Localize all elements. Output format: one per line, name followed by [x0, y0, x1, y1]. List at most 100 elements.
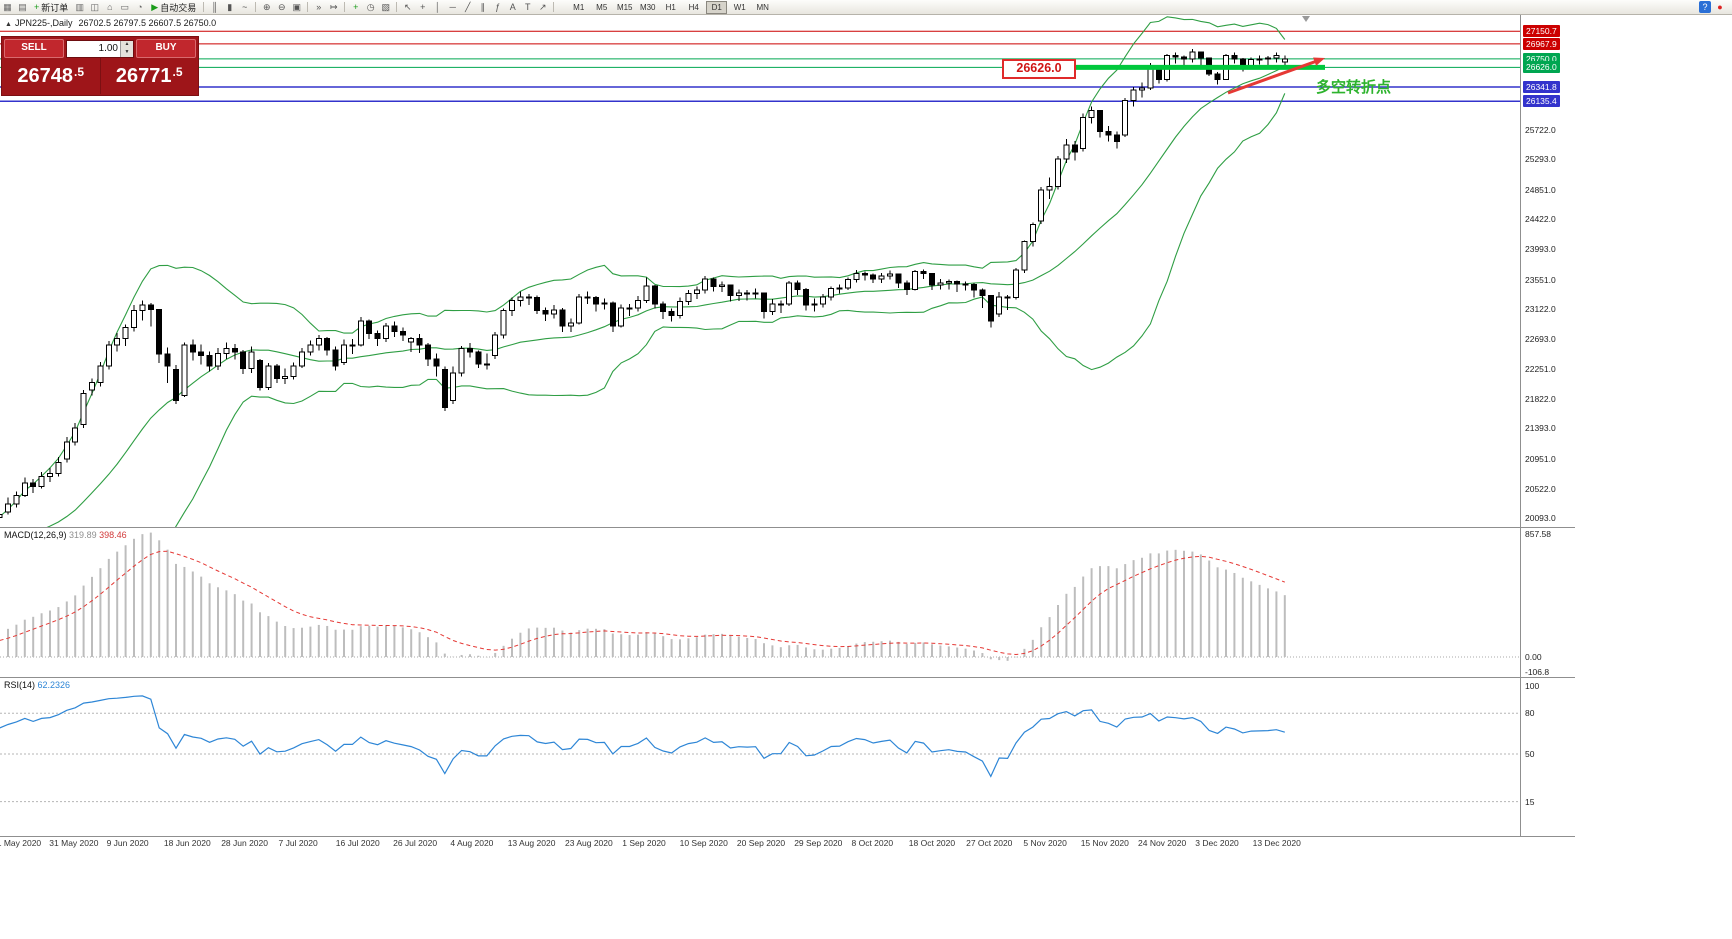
macd-pane[interactable] [0, 527, 1520, 677]
candle-body [836, 287, 843, 290]
auto-scroll-icon[interactable]: » [312, 1, 325, 13]
sell-price[interactable]: 26748.5 [2, 58, 100, 94]
timeframe-h4-button[interactable]: H4 [688, 2, 699, 12]
vertical-line-icon[interactable]: │ [431, 1, 444, 13]
periods-icon[interactable]: ◷ [364, 1, 377, 13]
timeframe-m1-button[interactable]: M1 [573, 2, 585, 12]
price-tick: 23122.0 [1525, 304, 1556, 315]
annotations-layer[interactable] [1072, 57, 1325, 95]
toolbar-icons: ▦ ▤ + 新订单 ▥ ◫ ⌂ ▭ ◔ ▶ 自动交易 ║ ▮ ~ ⊕ ⊖ ▣» ↦ + ◷ ▧ ↖ + │ ─ ╱ ∥ ƒ A T ↗ [0, 1, 557, 13]
volume-value[interactable]: 1.00 [98, 43, 118, 54]
toolbar-separator [553, 2, 555, 12]
text-label-icon[interactable]: T [521, 1, 534, 13]
candle-body [80, 393, 87, 426]
chart-profiles-icon[interactable]: ▤ [16, 1, 29, 13]
volume-up-button[interactable]: ▲ [124, 40, 130, 47]
candle-body [635, 299, 641, 309]
turning-point-annotation[interactable]: 多空转折点 [1316, 79, 1392, 96]
pane-separator[interactable] [0, 527, 1575, 528]
chart-shift-icon[interactable]: ↦ [327, 1, 340, 13]
timeframe-m15-button[interactable]: M15 [616, 2, 633, 12]
price-tick: 23551.0 [1525, 274, 1556, 285]
fibonacci-icon[interactable]: ƒ [491, 1, 504, 13]
price-badge: 26967.9 [1523, 37, 1560, 50]
trend-arrow-shaft [1227, 60, 1316, 95]
rsi-pane[interactable] [0, 677, 1520, 836]
chart-shift-marker[interactable] [1302, 16, 1310, 22]
templates-icon[interactable]: ▧ [379, 1, 392, 13]
candle-body [1189, 51, 1196, 60]
notification-icon[interactable]: ● [1717, 2, 1723, 12]
arrows-icon[interactable]: ↗ [536, 1, 549, 13]
trendline-icon[interactable]: ╱ [461, 1, 474, 13]
strategy-tester-icon[interactable]: ◔ [133, 1, 146, 13]
new-order-button[interactable]: + 新订单 [30, 1, 72, 13]
volume-input[interactable]: 1.00 ▲ ▼ [66, 39, 134, 58]
data-window-icon[interactable]: ◫ [88, 1, 101, 13]
volume-down-button[interactable]: ▼ [124, 48, 130, 55]
candle-body [206, 355, 213, 367]
horizontal-line-icon[interactable]: ─ [446, 1, 459, 13]
indicators-icon[interactable]: + [349, 1, 362, 13]
bar-chart-icon[interactable]: ║ [208, 1, 221, 13]
candle-body [483, 363, 490, 366]
timeframe-d1-button[interactable]: D1 [706, 0, 728, 14]
price-badge: 27150.7 [1523, 25, 1560, 38]
sell-button[interactable]: SELL [4, 39, 64, 58]
candle-body [1113, 134, 1120, 143]
text-icon[interactable]: A [506, 1, 519, 13]
tile-windows-icon[interactable]: ▣ [290, 1, 303, 13]
candle-body [307, 344, 314, 353]
date-label: 7 Jul 2020 [278, 838, 318, 848]
data-window-icon: ◫ [90, 2, 100, 12]
date-label: 26 Jul 2020 [393, 838, 438, 848]
one-click-trading-panel: SELL 1.00 ▲ ▼ BUY 26748.5 26771.5 [1, 36, 199, 96]
timeframe-h1-button[interactable]: H1 [665, 2, 676, 12]
candle-body [114, 337, 121, 346]
candle-body [399, 330, 406, 336]
cursor-icon[interactable]: ↖ [401, 1, 414, 13]
toolbar-separator [307, 2, 309, 12]
toolbar: ▦ ▤ + 新订单 ▥ ◫ ⌂ ▭ ◔ ▶ 自动交易 ║ ▮ ~ ⊕ ⊖ ▣» ↦ + ◷ ▧ ↖ + │ ─ ╱ ∥ ƒ A T ↗ M1… [0, 0, 1732, 15]
candle-body [1097, 110, 1103, 132]
line-chart-icon[interactable]: ~ [238, 1, 251, 13]
price-tick: 23993.0 [1525, 244, 1556, 255]
timeframe-w1-button[interactable]: W1 [733, 2, 746, 12]
fibonacci-icon: ƒ [495, 2, 501, 12]
terminal-icon[interactable]: ▭ [118, 1, 131, 13]
candle-body [173, 368, 179, 401]
candle-body [1281, 58, 1288, 63]
autotrading-button[interactable]: ▶ 自动交易 [147, 1, 200, 13]
pane-separator[interactable] [0, 677, 1575, 678]
candle-body [1004, 296, 1011, 299]
timeframe-m5-button[interactable]: M5 [596, 2, 608, 12]
date-axis: 21 May 2020 31 May 2020 9 Jun 2020 18 Jun 2… [0, 838, 1520, 850]
crosshair-icon[interactable]: + [416, 1, 429, 13]
toolbar-separator [255, 2, 257, 12]
periods-icon: ◷ [366, 2, 375, 12]
help-icon[interactable]: ? [1699, 1, 1711, 13]
market-watch-icon[interactable]: ▥ [73, 1, 86, 13]
candle-body [467, 348, 473, 353]
collapse-triangle-icon[interactable]: ▲ [5, 21, 12, 28]
price-level-tag[interactable]: 26626.0 [1002, 59, 1076, 79]
timeframe-m30-button[interactable]: M30 [639, 2, 656, 12]
price-tick: 24422.0 [1525, 214, 1556, 225]
buy-button[interactable]: BUY [136, 39, 196, 58]
candle-body [803, 288, 809, 306]
equidistant-channel-icon: ∥ [480, 2, 485, 12]
zoom-out-icon[interactable]: ⊖ [275, 1, 288, 13]
zoom-in-icon[interactable]: ⊕ [260, 1, 273, 13]
candle-body [719, 284, 725, 288]
bollinger-bands [0, 16, 1286, 527]
sell-price-frac: .5 [74, 65, 85, 79]
timeframe-mn-button[interactable]: MN [756, 2, 769, 12]
buy-price[interactable]: 26771.5 [101, 58, 199, 94]
equidistant-channel-icon[interactable]: ∥ [476, 1, 489, 13]
price-chart-pane[interactable] [0, 14, 1520, 527]
candles-layer[interactable] [0, 49, 1288, 527]
navigator-icon[interactable]: ⌂ [103, 1, 116, 13]
new-chart-icon[interactable]: ▦ [1, 1, 14, 13]
candlestick-chart-icon[interactable]: ▮ [223, 1, 236, 13]
tile-windows-icon: ▣ [292, 2, 301, 12]
